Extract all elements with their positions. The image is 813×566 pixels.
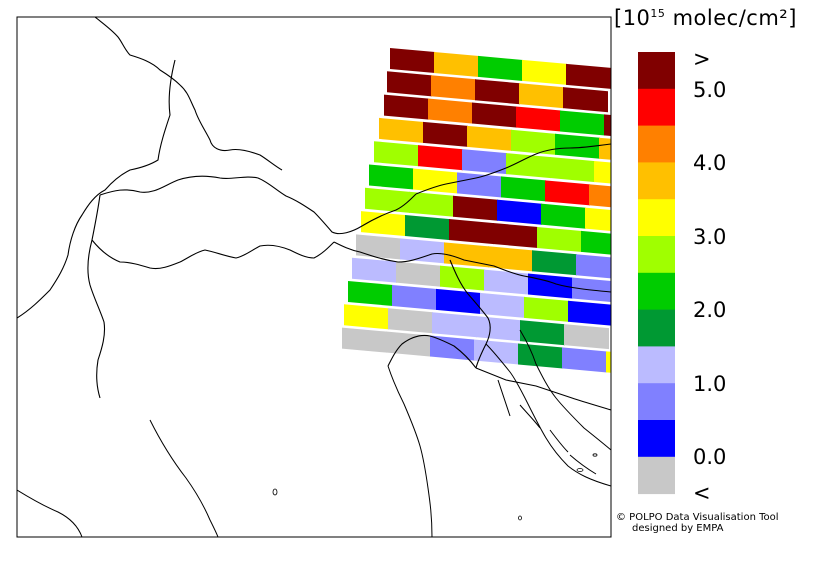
swath-pixel [497,199,542,225]
swath-pixel [384,94,429,120]
swath-pixel [516,106,561,132]
credit-line-2: designed by EMPA [632,523,724,534]
swath-pixel [594,161,611,184]
swath-pixel [545,180,590,206]
legend-tick-label: 2.0 [693,298,727,322]
swath-pixel [522,59,567,85]
swath-pixel [476,316,521,342]
swath-pixel [390,48,435,74]
swath-pixel [474,339,519,365]
column-density-swaths [342,48,611,373]
swath-pixel [462,149,507,175]
swath-pixel [484,269,529,295]
swath-pixel [344,304,389,330]
swath-pixel [431,75,476,101]
legend-title-exponent: 15 [650,7,666,20]
swath-pixel [493,222,538,249]
swath-pixel [555,133,600,159]
swath-pixel [396,261,441,287]
swath-pixel [581,230,611,255]
country-borders [17,17,611,411]
swath-pixel [428,98,473,124]
legend-tick-label: 4.0 [693,151,727,175]
swath-pixel [480,292,525,318]
swath-pixel [409,191,454,217]
swath-pixel [532,250,577,276]
swath-pixel [589,184,611,208]
swath-pixel [457,172,502,198]
swath-pixel [550,157,595,183]
swath-pixel [348,281,393,307]
swath-pixel [524,296,569,322]
swath-pixel [392,284,437,311]
legend-tick-label: 5.0 [693,78,727,102]
swath-pixel [520,320,565,346]
swath-pixel [488,246,533,272]
swath-pixel [511,129,556,155]
swath-pixel [405,215,450,241]
swath-pixel [453,195,498,221]
swath-pixel [440,265,485,291]
swath-pixel [430,335,475,361]
swath-pixel [361,211,406,237]
swath-pixel [568,300,611,326]
swath-pixel [388,308,433,334]
swath-pixel [365,187,410,213]
swath-pixel [563,87,608,113]
swath-pixel [356,234,401,260]
swath-pixel [518,343,563,369]
swath-pixel [562,347,607,373]
swath-pixel [566,63,611,89]
swath-pixel [560,110,605,136]
swath-pixel [432,312,477,338]
swath-pixel [478,55,523,81]
swath-pixel [423,121,468,147]
legend-title-suffix: molec/cm²] [665,6,797,30]
legend-title-prefix: [10 [614,6,651,30]
swath-pixel [564,324,609,350]
coastline [17,329,611,537]
swath-pixel [537,226,582,252]
swath-pixel [444,242,489,268]
legend-title: [1015 molec/cm²] [614,6,810,40]
legend-tick-label: 3.0 [693,225,727,249]
legend-tick-label: 1.0 [693,372,727,396]
swath-pixel [449,219,494,245]
swath-pixel [519,83,564,109]
swath-pixel [599,137,611,160]
swath-pixel [501,176,546,202]
swath-pixel [472,102,517,128]
legend-tick-label: 0.0 [693,445,727,469]
swath-pixel [369,164,414,190]
credit-line-1: © POLPO Data Visualisation Tool [616,512,779,523]
swath-pixel [528,273,573,299]
map-frame [16,16,612,538]
swath-pixel [352,257,397,283]
swath-pixel [506,153,551,179]
legend-tick-label: < [693,481,711,505]
swath-pixel [434,51,479,78]
legend-tick-label: > [693,47,711,71]
swath-pixel [541,203,586,229]
swath-pixel [413,168,458,194]
swath-pixel [606,351,611,373]
swath-pixel [475,79,520,105]
islands [272,453,598,521]
swath-pixel [400,238,445,264]
swath-pixel [379,117,424,143]
swath-pixel [604,114,611,137]
swath-pixel [467,125,512,151]
swath-pixel [576,254,611,279]
swath-pixel [585,207,611,231]
swath-pixel [342,327,387,353]
swath-pixel [387,71,432,97]
swath-pixel [374,141,419,167]
swath-pixel [418,145,463,171]
